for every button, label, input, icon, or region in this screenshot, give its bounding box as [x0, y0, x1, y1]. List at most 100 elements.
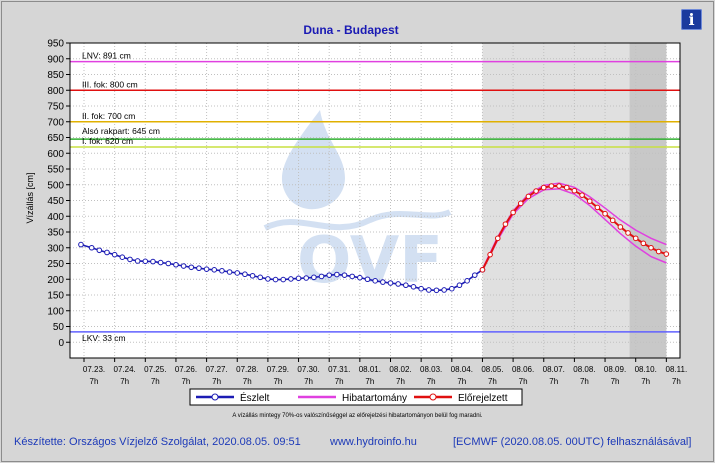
x-tick-time: 7h — [120, 377, 129, 386]
data-point — [165, 260, 172, 267]
x-tick-time: 7h — [151, 377, 160, 386]
data-point — [265, 276, 271, 282]
data-point — [180, 263, 187, 269]
data-point — [479, 267, 486, 273]
threshold-label-0: LNV: 891 cm — [82, 51, 131, 61]
threshold-label-1: III. fok: 800 cm — [82, 79, 138, 89]
x-tick-time: 7h — [580, 377, 589, 386]
data-point — [387, 280, 394, 286]
data-point — [150, 258, 156, 265]
y-tick-label: 850 — [47, 70, 64, 81]
data-point — [502, 221, 509, 227]
x-tick-date: 08.09. — [604, 365, 626, 374]
data-point — [288, 276, 294, 282]
y-tick-label: 0 — [58, 338, 64, 349]
x-tick-time: 7h — [427, 377, 436, 386]
x-tick-date: 08.06. — [512, 365, 534, 374]
threshold-label-4: I. fok: 620 cm — [82, 136, 133, 146]
data-point — [326, 272, 333, 278]
x-tick-date: 07.26. — [175, 365, 197, 374]
data-point — [311, 274, 317, 281]
shaded-region-1 — [629, 43, 667, 358]
y-tick-label: 550 — [47, 165, 64, 176]
data-point — [257, 274, 264, 281]
x-tick-date: 08.08. — [573, 365, 595, 374]
x-tick-time: 7h — [641, 377, 650, 386]
info-button[interactable]: i — [681, 9, 702, 30]
y-tick-label: 400 — [47, 212, 64, 223]
data-point — [609, 217, 616, 224]
data-point — [563, 184, 570, 191]
data-point — [242, 271, 248, 278]
x-tick-date: 07.31. — [328, 365, 350, 374]
x-tick-date: 07.24. — [114, 365, 136, 374]
data-point — [134, 258, 141, 264]
data-point — [334, 271, 340, 278]
x-tick-date: 07.30. — [297, 365, 319, 374]
footer-model: [ECMWF (2020.08.05. 00UTC) felhasználásá… — [453, 436, 692, 448]
x-tick-time: 7h — [212, 377, 221, 386]
x-tick-time: 7h — [243, 377, 252, 386]
legend-label-2: Előrejelzett — [458, 393, 508, 404]
footer-author: Készítette: Országos Vízjelző Szolgálat,… — [14, 436, 301, 448]
chart-title: Duna - Budapest — [303, 23, 398, 37]
data-point — [594, 204, 601, 211]
data-point — [234, 270, 241, 276]
x-tick-time: 7h — [488, 377, 497, 386]
y-tick-label: 500 — [47, 180, 64, 191]
data-point — [540, 184, 547, 191]
y-axis-label: Vízállás [cm] — [25, 172, 35, 223]
x-tick-date: 08.05. — [481, 365, 503, 374]
data-point — [556, 183, 562, 189]
x-tick-time: 7h — [335, 377, 344, 386]
data-point — [517, 200, 524, 207]
data-point — [632, 235, 639, 242]
data-point — [318, 273, 325, 280]
footer-website[interactable]: www.hydroinfo.hu — [330, 436, 417, 448]
x-tick-time: 7h — [304, 377, 313, 386]
data-point — [203, 266, 210, 272]
data-point — [188, 264, 195, 271]
chart-note: A vízállás mintegy 70%-os valószínűségge… — [232, 413, 483, 419]
data-point — [571, 187, 578, 194]
y-tick-label: 300 — [47, 243, 64, 254]
threshold-label-3: Alsó rakpart: 645 cm — [82, 126, 160, 136]
data-point — [341, 272, 348, 278]
x-tick-time: 7h — [611, 377, 620, 386]
y-tick-label: 50 — [53, 322, 65, 333]
data-point — [494, 235, 501, 242]
y-tick-label: 750 — [47, 102, 64, 113]
x-tick-date: 08.01. — [359, 365, 381, 374]
data-point — [96, 247, 103, 254]
y-tick-label: 800 — [47, 86, 64, 97]
data-point — [303, 275, 310, 281]
data-point — [142, 258, 149, 265]
data-point — [127, 256, 133, 263]
data-point — [357, 274, 363, 281]
x-tick-date: 08.03. — [420, 365, 442, 374]
data-point — [78, 241, 84, 248]
ovf-watermark: OVF — [263, 110, 452, 298]
data-point — [487, 251, 493, 258]
data-point — [249, 272, 256, 279]
data-point — [196, 265, 202, 272]
data-point — [426, 287, 432, 293]
data-point — [548, 183, 555, 189]
data-point — [648, 244, 654, 251]
data-point — [219, 267, 225, 274]
x-tick-time: 7h — [549, 377, 558, 386]
data-point — [226, 269, 233, 275]
data-point — [586, 198, 593, 204]
x-tick-time: 7h — [457, 377, 466, 386]
y-tick-label: 950 — [47, 39, 64, 50]
data-point — [525, 193, 532, 200]
data-point — [295, 275, 302, 282]
data-point — [617, 224, 624, 230]
data-point — [157, 259, 164, 266]
data-point — [418, 285, 424, 292]
data-point — [173, 261, 179, 268]
legend-marker-2 — [429, 393, 437, 401]
data-point — [211, 267, 218, 273]
legend-box — [189, 388, 523, 406]
y-tick-label: 650 — [47, 133, 64, 144]
